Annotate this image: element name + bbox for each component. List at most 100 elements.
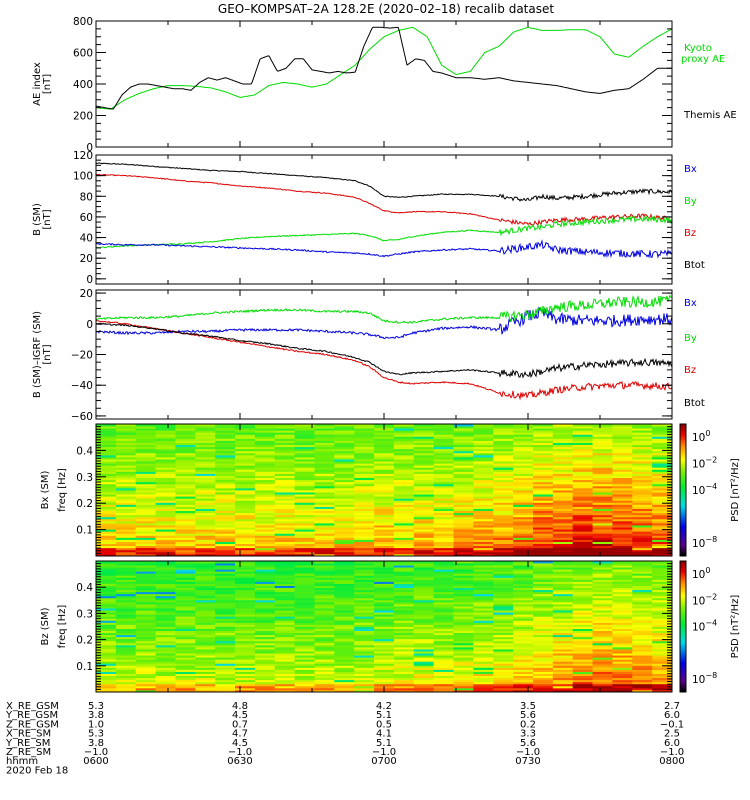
heatmap-cell: [155, 571, 176, 574]
heatmap-cell: [493, 450, 514, 454]
heatmap-cell: [592, 614, 613, 617]
heatmap-cell: [374, 591, 395, 595]
heatmap-cell: [96, 646, 117, 650]
heatmap-cell: [473, 529, 494, 532]
heatmap-cell: [652, 622, 673, 625]
heatmap-cell: [433, 463, 454, 466]
heatmap-cell: [592, 553, 613, 557]
heatmap-cell: [592, 675, 613, 679]
heatmap-cell: [115, 587, 137, 591]
heatmap-cell: [175, 490, 196, 493]
heatmap-cell: [294, 634, 315, 638]
heatmap-cell: [413, 545, 435, 549]
heatmap-cell: [612, 504, 633, 507]
colorbar-segment: [680, 678, 686, 682]
heatmap-cell: [374, 644, 395, 648]
heatmap-cell: [175, 541, 196, 545]
heatmap-cell: [215, 454, 236, 458]
heatmap-cell: [393, 432, 415, 435]
heatmap-cell: [274, 520, 296, 524]
heatmap-cell: [652, 518, 673, 522]
heatmap-cell: [96, 651, 117, 654]
heatmap-cell: [513, 616, 534, 619]
heatmap-cell: [572, 440, 593, 443]
heatmap-cell: [254, 490, 276, 493]
heatmap-cell: [294, 498, 315, 501]
heatmap-cell: [215, 591, 236, 595]
heatmap-cell: [175, 551, 196, 555]
heatmap-cell: [96, 432, 117, 435]
heatmap-cell: [393, 479, 415, 483]
heatmap-cell: [493, 529, 514, 532]
heatmap-cell: [652, 646, 673, 650]
heatmap-cell: [274, 561, 296, 564]
heatmap-cell: [592, 545, 613, 549]
heatmap-cell: [314, 585, 335, 589]
y-axis-unit-label: freq [Hz]: [57, 605, 68, 649]
heatmap-cell: [612, 490, 633, 493]
heatmap-cell: [433, 535, 454, 538]
heatmap-cell: [473, 523, 494, 526]
heatmap-cell: [473, 595, 494, 599]
heatmap-cell: [96, 551, 117, 555]
heatmap-cell: [155, 675, 176, 679]
heatmap-cell: [274, 563, 296, 566]
heatmap-cell: [155, 481, 176, 485]
heatmap-cell: [374, 463, 395, 466]
heatmap-cell: [254, 569, 276, 572]
heatmap-cell: [532, 434, 554, 437]
heatmap-cell: [215, 626, 236, 629]
heatmap-cell: [334, 599, 355, 603]
heatmap-cell: [592, 551, 613, 555]
heatmap-cell: [235, 669, 256, 672]
heatmap-cell: [334, 646, 355, 650]
heatmap-cell: [254, 661, 276, 664]
heatmap-cell: [175, 506, 196, 509]
ephemeris-value: 5.1: [376, 710, 392, 721]
heatmap-cell: [632, 533, 653, 536]
colorbar-segment: [680, 587, 686, 590]
heatmap-cell: [453, 426, 474, 429]
heatmap-cell: [473, 657, 494, 660]
heatmap-cell: [314, 549, 335, 553]
heatmap-cell: [294, 589, 315, 593]
colorbar-segment: [680, 622, 686, 625]
heatmap-cell: [532, 459, 554, 462]
heatmap-cell: [592, 687, 613, 691]
heatmap-cell: [572, 589, 593, 593]
heatmap-cell: [493, 510, 514, 514]
heatmap-cell: [175, 428, 196, 431]
heatmap-cell: [155, 665, 176, 668]
heatmap-cell: [155, 438, 176, 441]
colorbar-label: PSD [nT²/Hz]: [730, 595, 741, 659]
heatmap-cell: [175, 657, 196, 660]
colorbar-segment: [680, 619, 686, 623]
heatmap-cell: [135, 440, 156, 443]
heatmap-cell: [473, 601, 494, 605]
heatmap-cell: [473, 479, 494, 483]
heatmap-cell: [513, 541, 534, 545]
heatmap-cell: [96, 665, 117, 668]
heatmap-cell: [552, 636, 574, 640]
heatmap-cell: [334, 535, 355, 538]
heatmap-cell: [433, 436, 454, 439]
heatmap-cell: [473, 500, 494, 503]
heatmap-cell: [254, 549, 276, 553]
heatmap-cell: [274, 529, 296, 532]
heatmap-cell: [235, 663, 256, 666]
heatmap-cell: [552, 595, 574, 599]
heatmap-cell: [235, 461, 256, 464]
heatmap-cell: [135, 640, 156, 644]
heatmap-cell: [314, 575, 335, 578]
heatmap-cell: [354, 531, 375, 534]
heatmap-cell: [294, 649, 315, 652]
heatmap-cell: [155, 529, 176, 532]
heatmap-cell: [652, 624, 673, 627]
heatmap-cell: [493, 444, 514, 448]
heatmap-cell: [334, 533, 355, 536]
heatmap-cell: [632, 531, 653, 534]
heatmap-cell: [473, 459, 494, 462]
heatmap-cell: [314, 638, 335, 642]
heatmap-cell: [493, 638, 514, 642]
heatmap-cell: [632, 626, 653, 629]
